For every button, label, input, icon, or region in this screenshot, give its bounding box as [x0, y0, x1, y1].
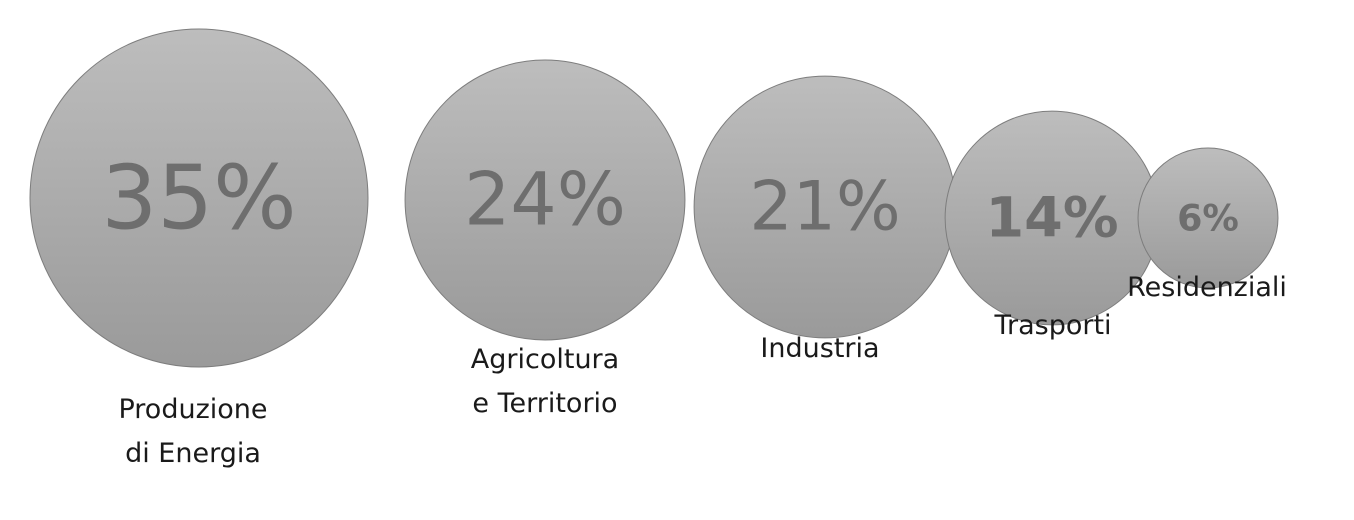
category-label-residenziali: Residenziali: [1127, 272, 1287, 303]
bubble-circle: [29, 28, 369, 368]
category-label-line: Residenziali: [1127, 272, 1287, 303]
bubble-value-label: 21%: [749, 168, 900, 247]
bubble-residenziali: 6%: [1137, 147, 1279, 289]
category-label-line: di Energia: [125, 438, 261, 469]
category-label-trasporti: Trasporti: [993, 310, 1111, 341]
bubble-value-label: 6%: [1177, 197, 1239, 240]
bubble-agricoltura-e-territorio: 24%: [404, 59, 686, 341]
category-label-agricoltura-e-territorio: Agricoltura e Territorio: [471, 344, 619, 419]
category-label-line: Produzione: [118, 394, 267, 425]
category-label-line: Trasporti: [993, 310, 1111, 341]
category-label-produzione-di-energia: Produzione di Energia: [118, 394, 267, 469]
bubble-trasporti: 14%: [944, 110, 1160, 326]
category-label-line: e Territorio: [472, 388, 617, 419]
bubbles: 35% 24% 21% 14% 6%: [29, 28, 1279, 368]
bubble-value-label: 14%: [985, 186, 1118, 251]
category-labels: Produzione di Energia Agricoltura e Territo…: [118, 272, 1286, 469]
category-label-line: Agricoltura: [471, 344, 619, 375]
category-label-industria: Industria: [760, 333, 879, 364]
bubble-circle: [1137, 147, 1279, 289]
category-label-line: Industria: [760, 333, 879, 364]
bubble-value-label: 35%: [101, 147, 296, 250]
bubble-value-label: 24%: [464, 158, 626, 243]
bubble-industria: 21%: [693, 75, 957, 339]
bubble-circle: [404, 59, 686, 341]
bubble-produzione-di-energia: 35%: [29, 28, 369, 368]
